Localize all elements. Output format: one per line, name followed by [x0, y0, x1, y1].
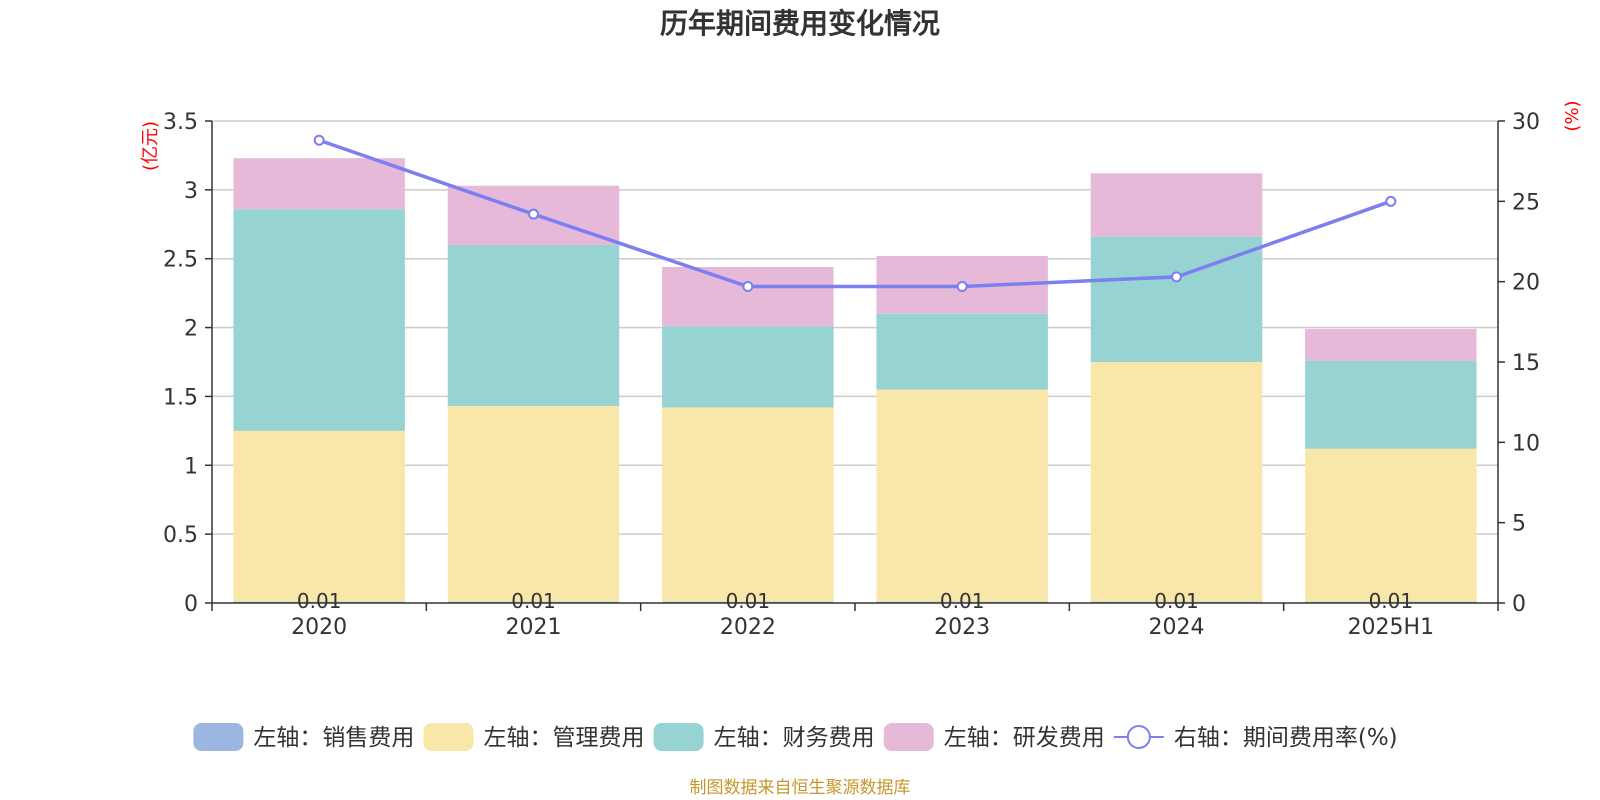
legend-swatch [883, 723, 934, 751]
source-note: 制图数据来自恒生聚源数据库 [690, 778, 911, 798]
x-tick-label: 2025H1 [1348, 615, 1435, 640]
right-tick-label: 0 [1512, 592, 1526, 617]
left-tick-label: 1.5 [163, 385, 198, 410]
bar-data-label: 0.01 [297, 589, 342, 613]
right-tick-label: 10 [1512, 431, 1540, 456]
bar-segment [1305, 328, 1477, 361]
x-tick-label: 2022 [720, 615, 776, 640]
left-tick-label: 1 [184, 454, 198, 479]
bar-data-label: 0.01 [726, 589, 771, 613]
x-tick-label: 2021 [506, 615, 562, 640]
bar-series [233, 158, 1477, 603]
rate-point [528, 208, 539, 220]
right-tick-label: 20 [1512, 271, 1540, 296]
bar-data-label: 0.01 [940, 589, 985, 613]
left-tick-label: 3.5 [163, 110, 198, 135]
chart-title: 历年期间费用变化情况 [660, 7, 940, 40]
right-tick-label: 5 [1512, 512, 1526, 537]
right-tick-label: 15 [1512, 351, 1540, 376]
rate-point [1385, 195, 1397, 207]
x-tick-label: 2024 [1149, 615, 1205, 640]
bar-data-label: 0.01 [1154, 589, 1199, 613]
bar-data-label: 0.01 [1369, 589, 1414, 613]
rate-point [956, 280, 968, 292]
legend-label: 左轴：研发费用 [944, 725, 1105, 751]
bar-segment [662, 326, 834, 408]
bar-segment [662, 407, 834, 602]
left-tick-label: 2 [184, 317, 198, 342]
left-tick-label: 0 [184, 592, 198, 617]
bar-data-label: 0.01 [511, 589, 556, 613]
x-tick-label: 2023 [934, 615, 990, 640]
legend: 左轴：销售费用 左轴：管理费用 左轴：财务费用 左轴：研发费用 右轴：期间费用率(%) [193, 723, 1398, 751]
rate-point [1171, 271, 1182, 283]
bar-segment [662, 266, 834, 327]
legend-marker [1126, 725, 1151, 749]
legend-swatch [193, 723, 244, 751]
left-tick-label: 0.5 [163, 523, 198, 548]
left-axis-unit: (亿元) [140, 121, 161, 171]
left-tick-label: 3 [184, 179, 198, 204]
legend-label: 左轴：管理费用 [484, 725, 645, 751]
rate-line-series [313, 134, 1397, 292]
bar-segment [447, 244, 620, 407]
x-tick-label: 2020 [291, 615, 347, 640]
bar-segment [876, 389, 1048, 602]
data-labels: 0.01 0.01 0.01 0.01 0.01 0.01 [297, 589, 1413, 613]
bar-segment [1305, 360, 1477, 449]
rate-point [742, 280, 754, 292]
right-axis-unit: (%) [1562, 100, 1583, 131]
right-tick-label: 30 [1512, 110, 1540, 135]
bar-segment [233, 209, 405, 431]
rate-point [313, 134, 325, 146]
bar-segment [1090, 173, 1263, 237]
bar-segment [233, 430, 405, 602]
bar-segment [876, 313, 1048, 390]
legend-swatch [653, 723, 704, 751]
legend-label: 左轴：财务费用 [714, 725, 875, 751]
bar-segment [447, 406, 620, 602]
legend-swatch [423, 723, 474, 751]
rate-line [318, 138, 1392, 289]
bar-segment [1090, 362, 1263, 602]
legend-label: 左轴：销售费用 [253, 725, 414, 751]
legend-label: 右轴：期间费用率(%) [1174, 725, 1398, 751]
bar-segment [1305, 448, 1477, 602]
left-tick-label: 2.5 [163, 248, 198, 273]
axes: 0 0.5 1 1.5 2 2.5 3 3.5 0 5 10 15 20 25 30 2020 2021 2022… [163, 110, 1540, 640]
bar-segment [233, 158, 405, 210]
right-tick-label: 25 [1512, 190, 1540, 215]
gridlines [212, 120, 1498, 535]
